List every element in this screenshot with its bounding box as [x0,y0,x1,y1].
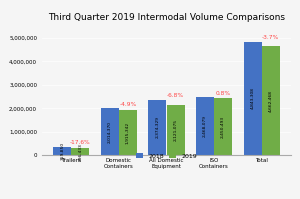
Text: 2,121,075: 2,121,075 [173,119,178,141]
Title: Third Quarter 2019 Intermodal Volume Comparisons: Third Quarter 2019 Intermodal Volume Com… [48,13,285,22]
Legend: 2018, 2019: 2018, 2019 [136,153,197,159]
Bar [101,108,119,155]
Text: 2,468,079: 2,468,079 [203,115,207,137]
Text: -4.9%: -4.9% [119,102,136,107]
Bar [119,110,137,155]
Bar [244,42,262,155]
Bar [262,46,280,155]
Text: -17.6%: -17.6% [70,140,91,145]
Bar [53,147,71,155]
Text: 0.8%: 0.8% [215,91,231,96]
Bar [167,105,184,155]
Text: 2,374,329: 2,374,329 [155,116,160,138]
Text: 2,450,493: 2,450,493 [221,115,225,138]
Text: -3.7%: -3.7% [262,35,279,40]
Bar [71,148,89,155]
Text: 1,915,342: 1,915,342 [126,122,130,144]
Bar [196,97,214,155]
Bar [214,98,232,155]
Text: 2,014,370: 2,014,370 [108,121,112,143]
Text: 359,850: 359,850 [60,142,64,160]
Bar [148,100,166,155]
Text: 296,433: 296,433 [78,143,82,161]
Text: 4,843,308: 4,843,308 [250,87,255,109]
Text: 4,662,468: 4,662,468 [268,90,273,112]
Text: -6.8%: -6.8% [167,93,184,98]
